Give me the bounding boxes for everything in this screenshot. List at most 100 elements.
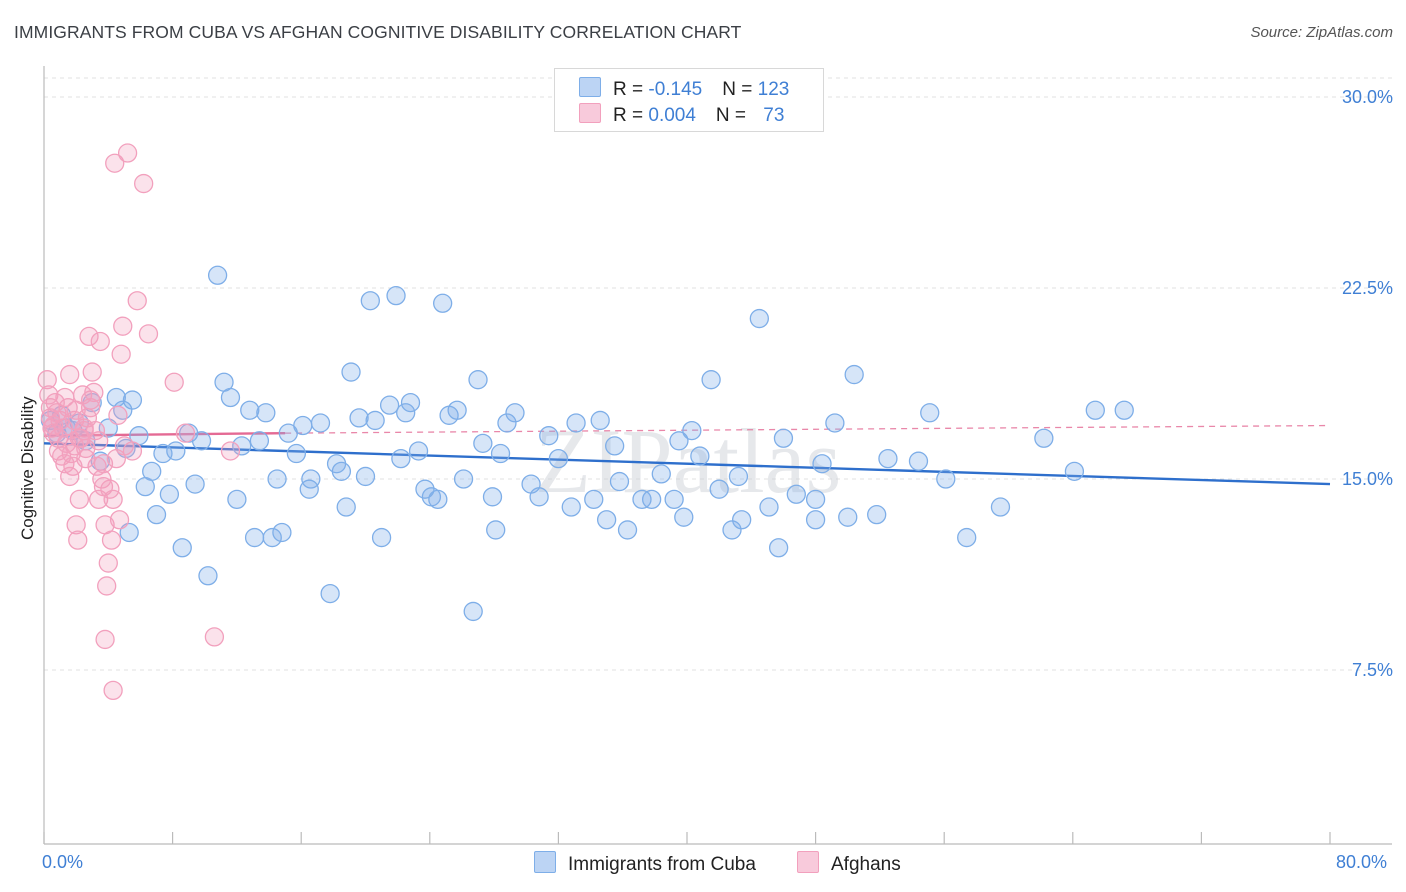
- point-afghans: [69, 489, 90, 510]
- point-afghans: [76, 448, 96, 469]
- point-afghans: [79, 326, 99, 347]
- point-afghans: [101, 530, 122, 550]
- point-afghans: [113, 316, 133, 336]
- point-cuba: [669, 431, 689, 451]
- x-tick-min: 0.0%: [42, 852, 84, 872]
- point-cuba: [609, 471, 630, 492]
- series-legend: Immigrants from Cuba Afghans: [0, 851, 1406, 879]
- point-cuba: [561, 497, 581, 517]
- point-cuba: [773, 428, 794, 448]
- point-afghans: [95, 629, 115, 650]
- trend-line-afghans-extended: [285, 424, 1331, 434]
- y-tick-label: 15.0%: [1342, 469, 1393, 489]
- point-cuba: [722, 520, 742, 540]
- point-cuba: [172, 538, 192, 558]
- point-cuba: [360, 291, 380, 311]
- correlation-legend: R = -0.145 N = 123 R = 0.004 N = 73: [554, 68, 824, 132]
- point-cuba: [664, 489, 684, 510]
- point-cuba: [709, 479, 729, 499]
- point-cuba: [682, 420, 702, 441]
- source-label: Source: ZipAtlas.com: [1250, 24, 1393, 41]
- point-cuba: [331, 461, 352, 482]
- series-afghans: [37, 143, 241, 701]
- point-afghans: [98, 553, 118, 573]
- point-cuba: [605, 436, 625, 456]
- point-cuba: [262, 527, 282, 548]
- point-cuba: [365, 410, 385, 431]
- point-cuba: [293, 415, 313, 436]
- point-cuba: [249, 431, 270, 451]
- y-tick-label: 7.5%: [1352, 660, 1393, 680]
- point-cuba: [227, 489, 247, 510]
- point-cuba: [240, 400, 260, 420]
- point-cuba: [505, 403, 525, 423]
- point-cuba: [299, 479, 319, 499]
- point-afghans: [108, 405, 128, 425]
- point-afghans: [103, 489, 123, 510]
- legend-label: Afghans: [831, 854, 901, 875]
- point-cuba: [490, 443, 511, 464]
- point-cuba: [1064, 461, 1085, 482]
- point-cuba: [867, 505, 887, 525]
- point-afghans: [92, 469, 112, 489]
- point-cuba: [166, 441, 186, 461]
- point-afghans: [60, 364, 80, 385]
- point-cuba: [468, 370, 488, 390]
- r-value: 0.004: [648, 105, 696, 126]
- point-cuba: [844, 364, 864, 385]
- cuba-swatch: [579, 77, 601, 97]
- axes: [43, 66, 1392, 845]
- point-cuba: [286, 443, 307, 464]
- point-afghans: [138, 324, 159, 344]
- point-cuba: [379, 395, 400, 415]
- point-afghans: [37, 370, 57, 390]
- point-cuba: [433, 293, 453, 313]
- point-cuba: [529, 487, 549, 507]
- point-afghans: [117, 143, 138, 163]
- point-cuba: [878, 448, 898, 469]
- trend-line-afghans: [43, 431, 286, 437]
- point-afghans: [84, 382, 104, 403]
- point-cuba: [256, 403, 276, 423]
- point-cuba: [566, 413, 586, 433]
- cuba-swatch: [534, 851, 556, 873]
- point-cuba: [371, 527, 392, 548]
- point-cuba: [463, 601, 483, 622]
- point-cuba: [142, 461, 162, 482]
- point-cuba: [786, 484, 806, 504]
- n-value: 123: [757, 79, 790, 100]
- point-cuba: [812, 454, 832, 474]
- point-cuba: [232, 436, 252, 456]
- point-cuba: [805, 510, 826, 530]
- point-cuba: [272, 522, 292, 543]
- point-afghans: [43, 415, 64, 436]
- point-afghans: [220, 441, 241, 461]
- point-cuba: [539, 426, 559, 446]
- y-tick-label: 22.5%: [1342, 278, 1393, 298]
- y-tick-labels: 7.5% 15.0% 22.5% 30.0%: [1342, 87, 1393, 680]
- point-cuba: [990, 497, 1011, 517]
- point-cuba: [310, 413, 331, 433]
- point-afghans: [103, 680, 123, 701]
- afghans-swatch: [579, 103, 601, 123]
- point-cuba: [428, 489, 448, 510]
- legend-item-afghans[interactable]: Afghans: [797, 851, 901, 876]
- point-afghans: [60, 466, 80, 487]
- point-afghans: [64, 436, 85, 456]
- point-cuba: [198, 566, 218, 586]
- point-cuba: [482, 487, 503, 507]
- point-cuba: [674, 507, 694, 527]
- r-label: R =: [613, 79, 649, 100]
- point-afghans: [175, 423, 196, 443]
- point-afghans: [82, 362, 102, 382]
- point-afghans: [55, 387, 75, 408]
- legend-item-cuba[interactable]: Immigrants from Cuba: [534, 851, 756, 876]
- legend-row-afghans: R = 0.004 N = 73: [579, 103, 784, 127]
- point-cuba: [497, 413, 517, 433]
- point-cuba: [301, 469, 321, 489]
- afghans-swatch: [797, 851, 819, 873]
- point-cuba: [641, 489, 662, 510]
- point-cuba: [146, 505, 167, 525]
- y-tick-label: 30.0%: [1342, 87, 1393, 107]
- point-cuba: [908, 451, 929, 471]
